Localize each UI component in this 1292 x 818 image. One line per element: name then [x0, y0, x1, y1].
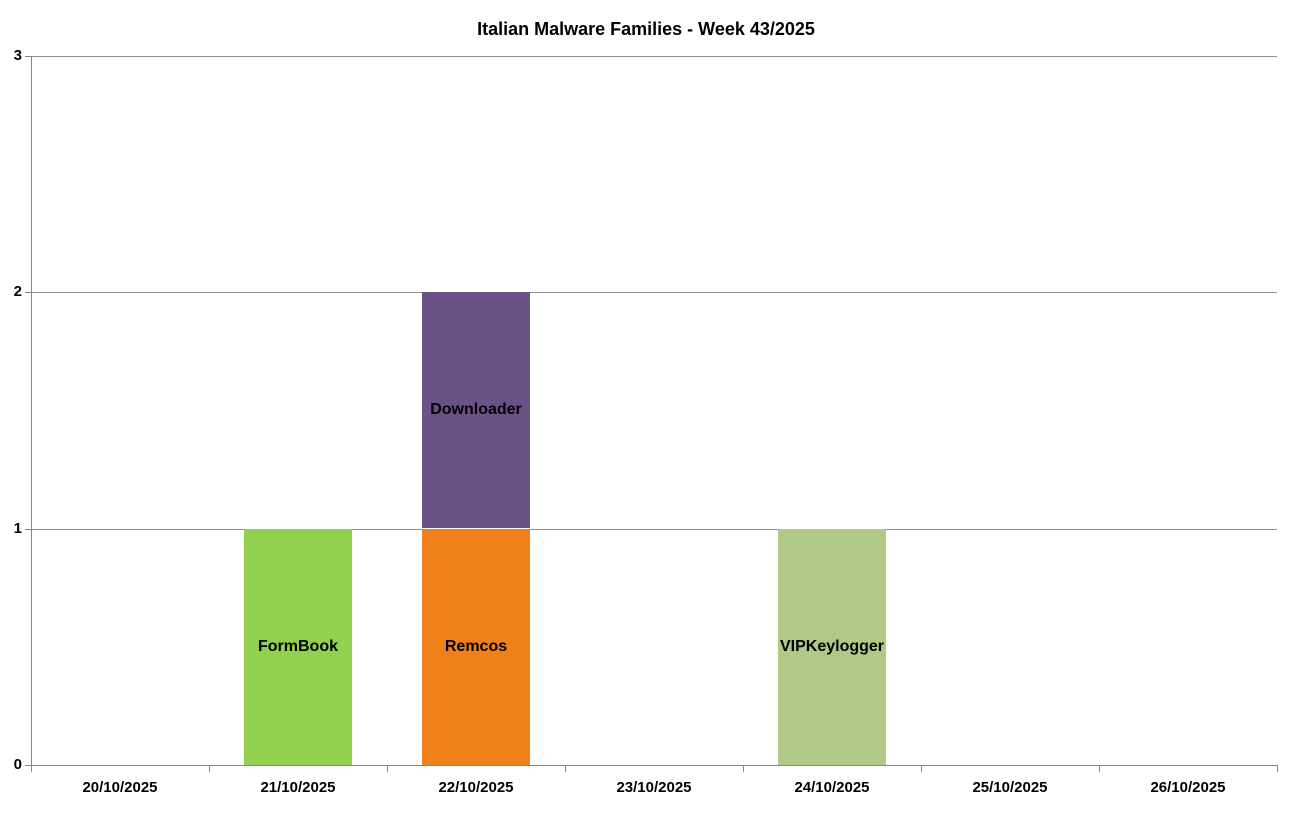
y-tick-label-2: 2	[13, 283, 22, 300]
gridline-y-2	[31, 292, 1277, 293]
bar-segment-label: Remcos	[444, 638, 508, 655]
bar-segment-downloader: Downloader	[422, 292, 530, 528]
x-tick-label-5: 25/10/2025	[972, 779, 1048, 796]
x-axis-tick-2	[387, 765, 388, 772]
bar-segment-remcos: Remcos	[422, 529, 530, 765]
y-axis-line	[31, 56, 32, 772]
x-tick-label-1: 21/10/2025	[260, 779, 336, 796]
bar-segment-label: Downloader	[430, 401, 522, 418]
x-axis-tick-5	[921, 765, 922, 772]
x-axis-line	[31, 765, 1277, 766]
bar-segment-label: VIPKeylogger	[779, 638, 885, 655]
y-axis-tick-2	[25, 292, 31, 293]
x-axis-tick-3	[565, 765, 566, 772]
x-axis-tick-4	[743, 765, 744, 772]
y-tick-label-1: 1	[13, 520, 22, 537]
y-axis-tick-0	[25, 765, 31, 766]
y-tick-label-3: 3	[13, 47, 22, 64]
x-axis-tick-7	[1277, 765, 1278, 772]
x-tick-label-6: 26/10/2025	[1150, 779, 1226, 796]
gridline-y-1	[31, 529, 1277, 530]
plot-area: FormBook Remcos Downloader VIPKeylogger	[31, 56, 1277, 765]
y-tick-label-0: 0	[13, 756, 22, 773]
bar-segment-formbook: FormBook	[244, 529, 352, 765]
x-tick-label-2: 22/10/2025	[438, 779, 514, 796]
x-axis-tick-1	[209, 765, 210, 772]
y-axis-tick-3	[25, 56, 31, 57]
x-tick-label-3: 23/10/2025	[616, 779, 692, 796]
x-axis-tick-6	[1099, 765, 1100, 772]
gridline-y-3	[31, 56, 1277, 57]
chart-title: Italian Malware Families - Week 43/2025	[477, 19, 815, 39]
x-tick-label-0: 20/10/2025	[82, 779, 158, 796]
bar-segment-label: FormBook	[258, 638, 338, 655]
bar-segment-vipkeylogger: VIPKeylogger	[778, 529, 886, 765]
y-axis-tick-1	[25, 529, 31, 530]
x-tick-label-4: 24/10/2025	[794, 779, 870, 796]
